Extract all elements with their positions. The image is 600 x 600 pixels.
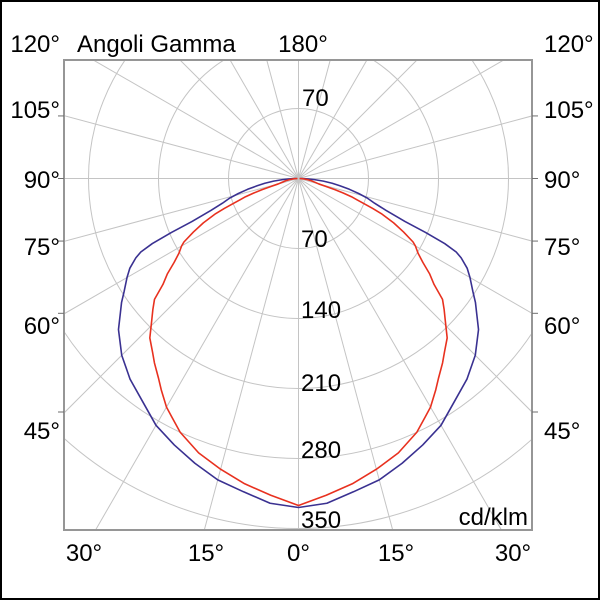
radial-tick-label: 70 — [301, 226, 328, 253]
gamma-grid-ray — [298, 60, 505, 179]
blue-curve — [117, 177, 480, 509]
bottom-angle-label: 30° — [66, 540, 102, 567]
side-angle-label-right: 90° — [544, 167, 580, 194]
gamma-grid-ray — [92, 60, 299, 179]
gamma-grid-ray — [298, 178, 532, 314]
gamma-grid-ray — [298, 178, 532, 413]
chart-title: Angoli Gamma — [77, 31, 236, 58]
side-angle-label-left: 60° — [24, 313, 60, 340]
zenith-angle-label: 180° — [278, 31, 328, 58]
gamma-grid-ray — [298, 115, 532, 179]
radial-grid-circle — [64, 330, 532, 459]
side-angle-label-left: 45° — [24, 418, 60, 445]
side-angle-label-right: 60° — [544, 313, 580, 340]
gamma-grid-ray — [94, 178, 299, 530]
corner-angle-label-right: 120° — [544, 31, 594, 58]
gamma-grid-ray — [229, 60, 299, 179]
gamma-grid-ray — [179, 60, 299, 179]
radial-tick-label: 210 — [301, 370, 341, 397]
gamma-grid-ray — [64, 178, 299, 414]
bottom-angle-label: 15° — [378, 540, 414, 567]
radial-tick-label: 350 — [301, 507, 341, 534]
gamma-grid-ray — [298, 178, 532, 242]
radial-tick-label: 280 — [301, 437, 341, 464]
bottom-angle-label: 0° — [287, 540, 310, 567]
radial-tick-label: 140 — [301, 297, 341, 324]
gamma-grid-ray — [266, 60, 299, 179]
side-angle-label-left: 105° — [10, 97, 60, 124]
radial-tick-label-top: 70 — [302, 85, 329, 112]
bottom-angle-label: 30° — [495, 540, 531, 567]
gamma-grid-ray — [298, 178, 503, 530]
side-angle-label-right: 45° — [544, 418, 580, 445]
side-angle-label-left: 75° — [24, 234, 60, 261]
red-curve — [149, 177, 448, 507]
gamma-grid-ray — [64, 115, 299, 179]
gamma-grid-ray — [298, 60, 418, 179]
gamma-grid-ray — [298, 60, 331, 179]
radial-grid-circle — [88, 60, 509, 389]
gamma-grid-ray — [203, 178, 299, 530]
unit-label: cd/klm — [459, 504, 528, 531]
gamma-grid-ray — [298, 178, 394, 530]
radial-grid-circle — [228, 108, 369, 249]
bottom-angle-label: 15° — [188, 540, 224, 567]
side-angle-label-right: 75° — [544, 234, 580, 261]
gamma-grid-ray — [298, 60, 368, 179]
radial-grid-circle — [64, 437, 532, 529]
radial-grid-circle — [158, 60, 439, 319]
side-angle-label-left: 90° — [24, 167, 60, 194]
side-angle-label-right: 105° — [544, 97, 594, 124]
plot-frame — [63, 59, 533, 531]
gamma-grid-ray — [64, 178, 299, 242]
corner-angle-label-left: 120° — [10, 31, 60, 58]
gamma-grid-ray — [64, 178, 299, 315]
